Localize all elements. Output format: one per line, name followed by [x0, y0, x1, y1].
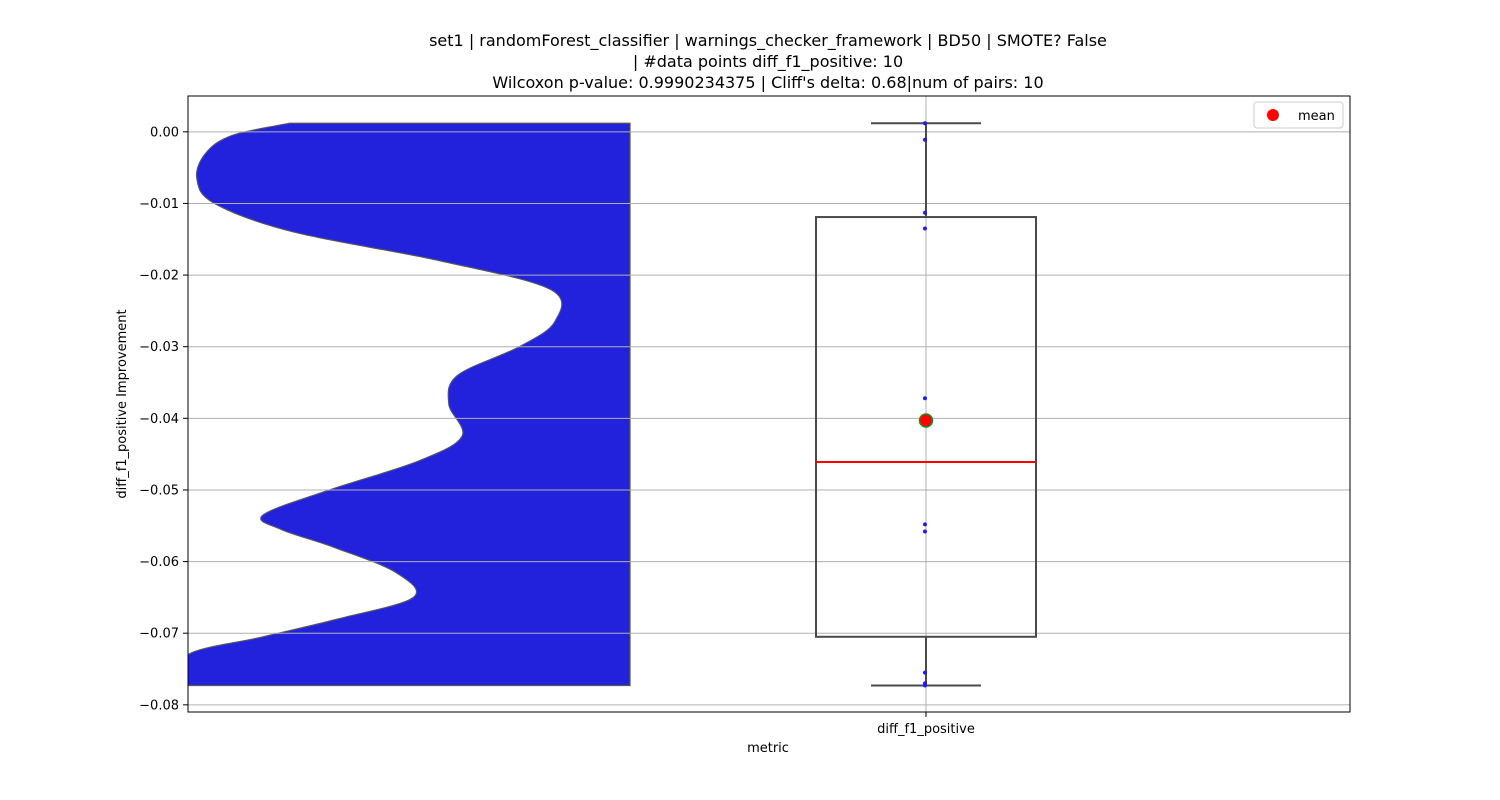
title-line-2: | #data points diff_f1_positive: 10 — [633, 52, 903, 72]
data-point — [923, 226, 927, 231]
y-tick-label: −0.04 — [139, 412, 179, 427]
title-line-1: set1 | randomForest_classifier | warning… — [429, 31, 1107, 51]
y-tick-label: −0.05 — [139, 483, 179, 498]
title-line-3: Wilcoxon p-value: 0.9990234375 | Cliff's… — [492, 73, 1043, 92]
legend-frame — [1253, 101, 1344, 129]
x-tick-label: diff_f1_positive — [877, 722, 975, 737]
chart-title: set1 | randomForest_classifier | warning… — [429, 31, 1107, 92]
x-axis-label: metric — [747, 741, 789, 756]
data-point — [923, 670, 927, 675]
y-axis-label: diff_f1_positive Improvement — [115, 309, 130, 498]
data-point — [923, 396, 927, 401]
y-tick-label: −0.06 — [139, 555, 179, 570]
y-tick-label: −0.02 — [139, 269, 179, 284]
legend-mean-marker — [1267, 109, 1279, 121]
y-tick-label: −0.03 — [139, 340, 179, 355]
legend: mean — [1253, 101, 1344, 129]
data-point — [923, 137, 927, 142]
plot-frame — [187, 95, 1351, 713]
y-tick-label: 0.00 — [150, 125, 179, 140]
data-point — [923, 210, 927, 215]
legend-mean-label: mean — [1298, 109, 1335, 124]
data-point — [923, 121, 927, 126]
box-iqr — [815, 216, 1037, 638]
data-point — [923, 529, 927, 534]
y-tick-label: −0.08 — [139, 698, 179, 713]
plot-area: 0.00 −0.01 −0.02 −0.03 −0.04 −0.05 −0.06 −0.07 −… — [139, 95, 1351, 737]
data-point — [923, 522, 927, 527]
data-point — [923, 683, 927, 688]
y-tick-label: −0.01 — [139, 197, 179, 212]
y-tick-label: −0.07 — [139, 627, 179, 642]
mean-marker — [918, 413, 934, 428]
